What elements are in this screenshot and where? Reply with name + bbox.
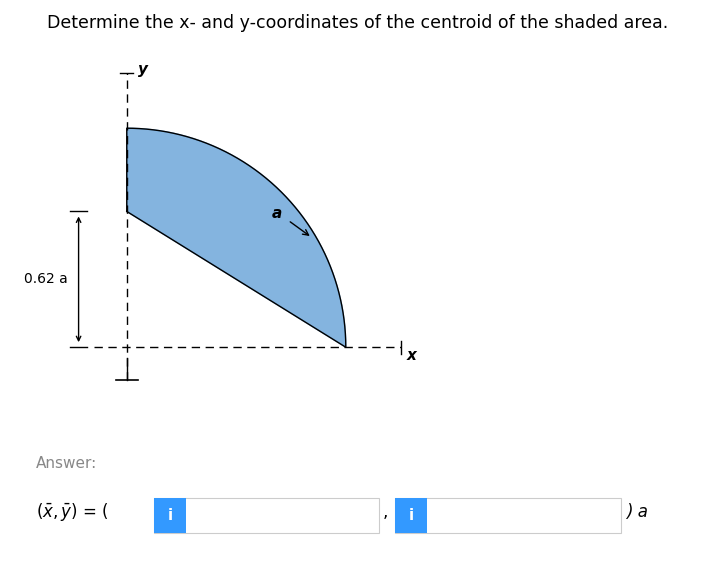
- Polygon shape: [127, 128, 346, 347]
- Text: ) a: ) a: [626, 503, 649, 521]
- Text: ,: ,: [383, 503, 389, 521]
- Text: a: a: [272, 206, 282, 221]
- Text: Determine the x- and y-coordinates of the centroid of the shaded area.: Determine the x- and y-coordinates of th…: [47, 14, 669, 32]
- Text: y: y: [137, 62, 147, 76]
- Text: 0.62 a: 0.62 a: [24, 272, 67, 286]
- Text: Answer:: Answer:: [36, 456, 97, 471]
- Text: x: x: [407, 349, 417, 363]
- Text: i: i: [168, 508, 173, 523]
- Text: $(\bar{x}, \bar{y})$ = (: $(\bar{x}, \bar{y})$ = (: [36, 501, 110, 523]
- Text: i: i: [409, 508, 414, 523]
